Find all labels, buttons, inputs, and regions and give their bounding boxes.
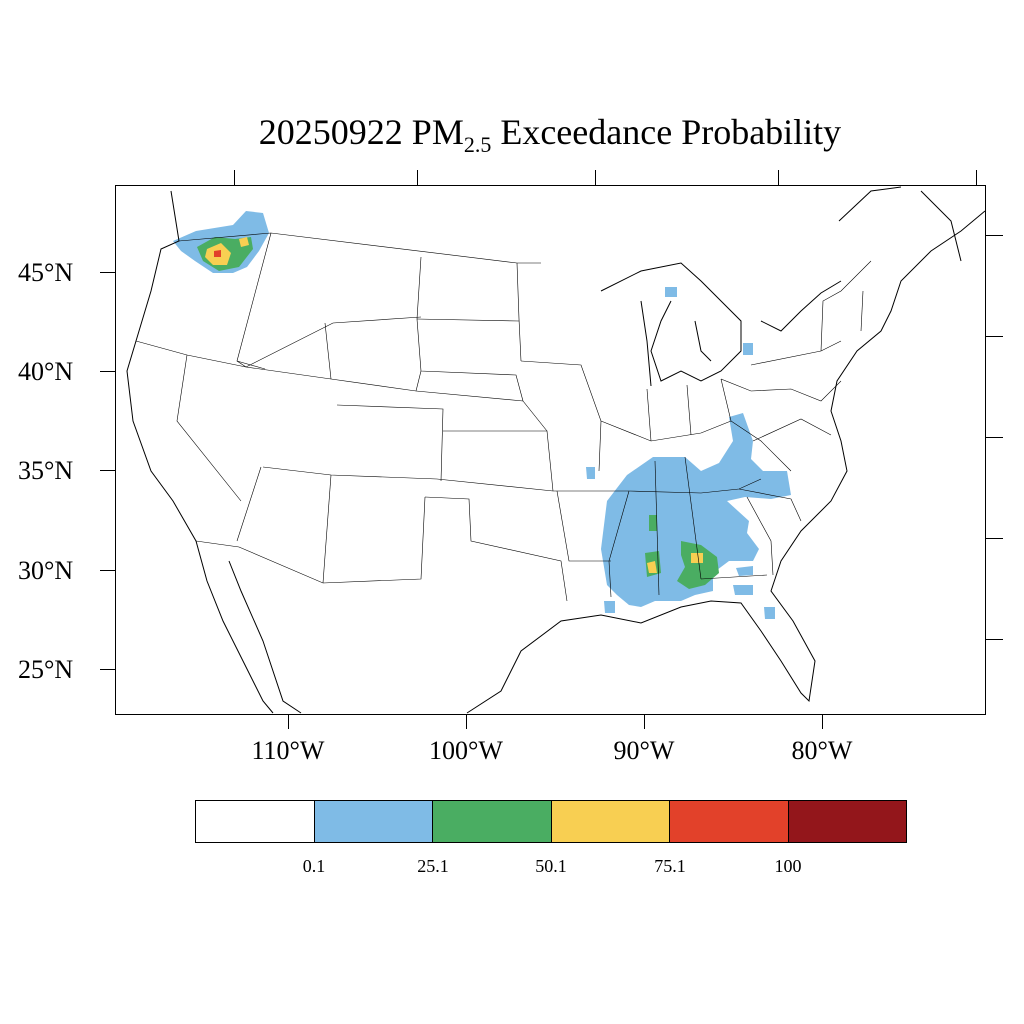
right-tick [986, 437, 1003, 438]
southeast-prob-yellow-1 [647, 561, 657, 573]
gulf-prob-blue [604, 601, 615, 613]
southeast-prob-green-1 [649, 515, 657, 531]
colorbar-segment-3 [551, 801, 670, 842]
top-tick [976, 170, 977, 185]
title-subscript: 2.5 [463, 132, 492, 157]
probability-colorbar [195, 800, 907, 843]
left-tick [100, 470, 115, 471]
us-map [126, 186, 985, 714]
lat-label-35n: 35°N [18, 456, 74, 485]
mi-prob-blue [665, 287, 677, 297]
lat-label-45n: 45°N [18, 258, 74, 287]
pnw-prob-red [214, 250, 221, 257]
title-prefix: 20250922 PM [258, 112, 464, 152]
ny-prob-blue [743, 343, 753, 355]
state-boundaries [135, 232, 872, 602]
map-panel [115, 185, 986, 715]
left-tick [100, 669, 115, 670]
right-tick [986, 336, 1003, 337]
right-tick [986, 639, 1003, 640]
colorbar-segment-0 [196, 801, 315, 842]
colorbar-label: 25.1 [417, 856, 449, 876]
lon-label-110w: 110°W [251, 736, 325, 765]
coastlines [126, 186, 985, 714]
colorbar-label: 75.1 [654, 856, 686, 876]
top-tick [595, 170, 596, 185]
top-tick [417, 170, 418, 185]
lat-label-30n: 30°N [18, 556, 74, 585]
lat-label-40n: 40°N [18, 357, 74, 386]
colorbar-segment-4 [670, 801, 789, 842]
map-title: 20250922 PM2.5 Exceedance Probability [0, 110, 1024, 167]
lon-label-80w: 80°W [791, 736, 853, 765]
right-tick [986, 538, 1003, 539]
left-tick [100, 371, 115, 372]
colorbar-label: 100 [774, 856, 802, 876]
bottom-tick [288, 715, 289, 729]
ar-prob-blue [586, 467, 595, 479]
bottom-tick [466, 715, 467, 729]
fl-prob-blue-2 [764, 607, 775, 619]
top-tick [778, 170, 779, 185]
lon-label-90w: 90°W [613, 736, 675, 765]
ga-prob-blue [736, 566, 753, 576]
southeast-prob-green-3 [677, 541, 719, 589]
lon-label-100w: 100°W [429, 736, 503, 765]
lat-label-25n: 25°N [18, 655, 74, 684]
left-tick [100, 272, 115, 273]
left-tick [100, 570, 115, 571]
bottom-tick [822, 715, 823, 729]
title-suffix: Exceedance Probability [491, 112, 842, 152]
colorbar-segment-5 [788, 801, 906, 842]
bottom-tick [644, 715, 645, 729]
pnw-prob-yellow-2 [239, 237, 249, 247]
fl-prob-blue [733, 585, 753, 595]
probability-shading [173, 211, 791, 619]
southeast-prob-yellow-2 [691, 553, 703, 563]
top-tick [234, 170, 235, 185]
right-tick [986, 235, 1003, 236]
colorbar-label: 0.1 [302, 856, 326, 876]
colorbar-label: 50.1 [535, 856, 567, 876]
colorbar-segment-1 [314, 801, 433, 842]
colorbar-segment-2 [433, 801, 552, 842]
